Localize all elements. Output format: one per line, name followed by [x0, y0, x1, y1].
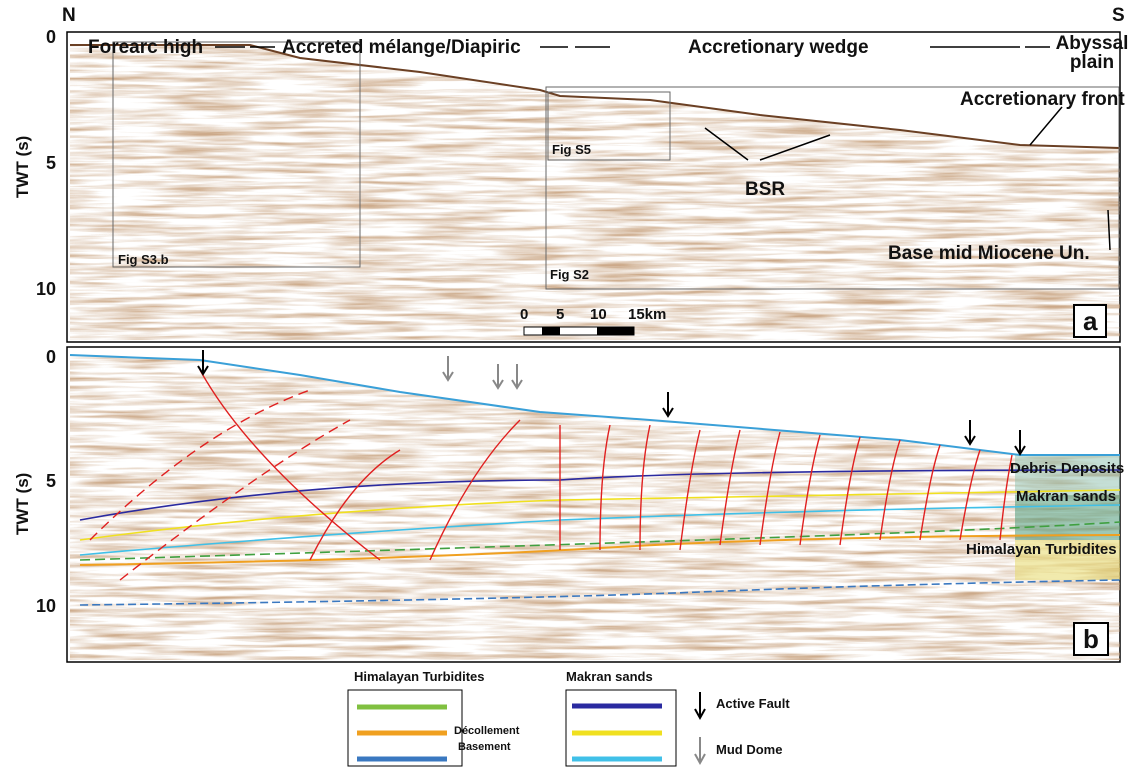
zone-label: Forearc high: [88, 37, 204, 58]
zone-label: Accretionary wedge: [688, 37, 869, 58]
scale-label: 0: [520, 306, 529, 323]
unit-label: Himalayan Turbidites: [966, 541, 1117, 558]
legend-title: Himalayan Turbidites: [354, 669, 485, 684]
unit-label: Makran sands: [1016, 488, 1117, 505]
fig-box: [112, 41, 361, 268]
tick-label: 5: [46, 471, 57, 491]
tick-label: 0: [46, 347, 57, 367]
box-label: Fig S2: [550, 267, 590, 282]
markers: [197, 350, 1026, 456]
fig-box: [545, 86, 1120, 290]
zone-label: Abyssal plain: [1055, 33, 1129, 73]
annotation: Accretionary front: [960, 89, 1125, 110]
north: N: [62, 5, 76, 26]
legend-box: [565, 689, 677, 767]
panel-label: a: [1073, 304, 1108, 338]
makran-zone: [1015, 495, 1120, 540]
box-label: Fig S3.b: [118, 252, 169, 267]
legend-item: Basement: [458, 741, 511, 753]
zone-label: Accreted mélange/Diapiric: [282, 37, 521, 58]
legend-title: Makran sands: [566, 669, 653, 684]
fig-box: [547, 91, 671, 161]
legend-item: Active Fault: [716, 696, 790, 711]
box-label: Fig S5: [552, 142, 592, 157]
south: S: [1112, 5, 1125, 26]
tick-label: 10: [36, 279, 57, 299]
annotation: BSR: [745, 179, 786, 200]
faults: [89, 369, 1013, 581]
scale-label: 10: [590, 306, 607, 323]
unit-label: Debris Deposits: [1010, 460, 1125, 477]
annotation: Base mid Miocene Un.: [888, 243, 1090, 264]
scale-label: 15km: [628, 306, 667, 323]
legend-box: [347, 689, 463, 767]
arrows: [215, 46, 1111, 251]
panel-label: b: [1073, 622, 1109, 656]
scale-label: 5: [556, 306, 565, 323]
legend-arrow: [694, 737, 706, 766]
tick-label: 5: [46, 153, 57, 173]
axis-title: TWT (s): [13, 472, 32, 535]
legend-item: Mud Dome: [716, 742, 783, 757]
scale-bar: [523, 326, 635, 336]
debris-zone: [1015, 455, 1120, 495]
tick-label: 10: [36, 596, 57, 616]
turbidite-zone: [1015, 540, 1120, 580]
legend-item: Décollement: [454, 725, 520, 737]
tick-label: 0: [46, 27, 57, 47]
seafloor: [70, 44, 1121, 149]
legend-arrow: [694, 692, 706, 721]
axis-title: TWT (s): [13, 135, 32, 198]
